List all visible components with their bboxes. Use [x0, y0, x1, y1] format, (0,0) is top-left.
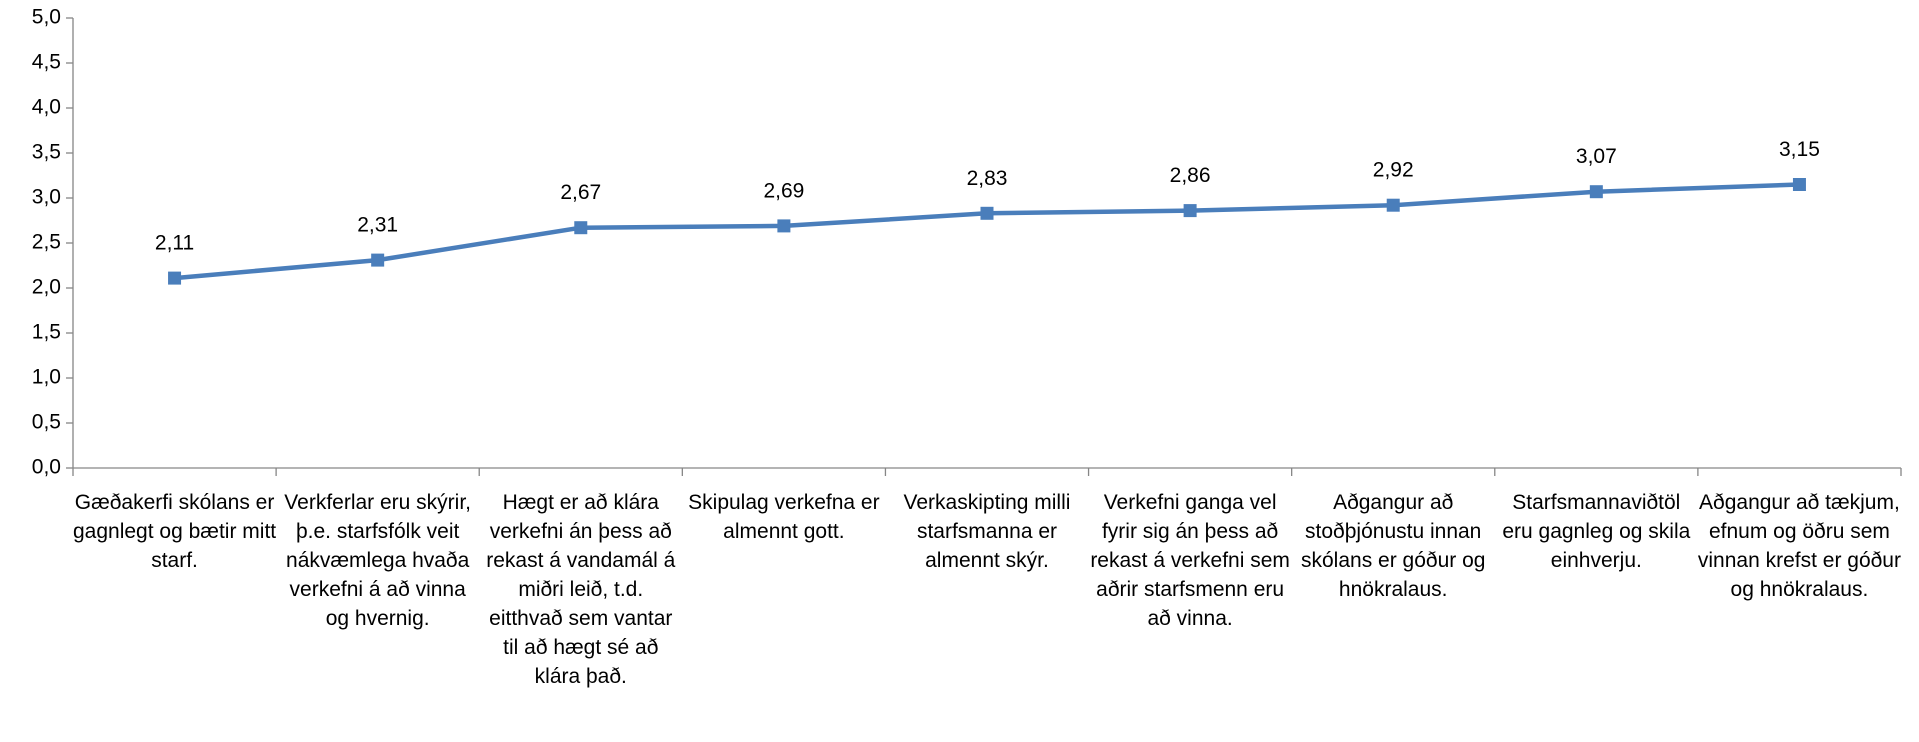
marker: [1183, 204, 1197, 218]
y-tick-label: 0,5: [32, 411, 61, 434]
x-tick-label: Aðgangur að stoðþjónustu innan skólans e…: [1300, 491, 1486, 601]
x-tick-label: Starfsmannaviðtöl eru gagnleg og skila e…: [1502, 491, 1691, 572]
marker: [574, 221, 588, 235]
marker: [168, 271, 182, 285]
x-tick-label: Skipulag verkefna er almennt gott.: [688, 491, 880, 543]
data-label: 2,67: [560, 181, 601, 204]
marker: [371, 253, 385, 267]
y-tick-label: 2,5: [32, 231, 61, 254]
y-tick-label: 4,0: [32, 96, 61, 119]
marker: [777, 219, 791, 233]
data-label: 3,07: [1576, 145, 1617, 168]
y-tick-label: 1,5: [32, 321, 61, 344]
line: [174, 182, 1800, 281]
x-tick-label: Aðgangur að tækjum, efnum og öðru sem vi…: [1697, 491, 1901, 601]
data-label: 2,92: [1373, 159, 1414, 182]
marker: [1386, 198, 1400, 212]
data-label: 2,83: [967, 167, 1008, 190]
y-tick-label: 1,0: [32, 366, 61, 389]
data-label: 2,31: [357, 214, 398, 237]
y-tick-label: 3,0: [32, 186, 61, 209]
data-label: 3,15: [1779, 138, 1820, 161]
y-tick-label: 3,5: [32, 141, 61, 164]
y-tick-label: 2,0: [32, 276, 61, 299]
x-tick-label: Hægt er að klára verkefni án þess að rek…: [486, 491, 676, 688]
data-label: 2,86: [1170, 164, 1211, 187]
marker: [1589, 185, 1603, 199]
x-tick-label: Verkaskipting milli starfsmanna er almen…: [903, 491, 1071, 572]
marker: [1792, 178, 1806, 191]
x-tick-label: Gæðakerfi skólans er gagnlegt og bætir m…: [73, 491, 277, 572]
x-tick-label: Verkferlar eru skýrir, þ.e. starfsfólk v…: [284, 491, 472, 630]
y-tick-label: 5,0: [32, 6, 61, 29]
data-label: 2,69: [763, 179, 804, 202]
y-tick-label: 4,5: [32, 51, 61, 74]
y-tick-label: 0,0: [32, 456, 61, 479]
marker: [980, 206, 994, 220]
data-label: 2,11: [155, 232, 194, 255]
x-tick-label: Verkefni ganga vel fyrir sig án þess að …: [1090, 491, 1290, 630]
